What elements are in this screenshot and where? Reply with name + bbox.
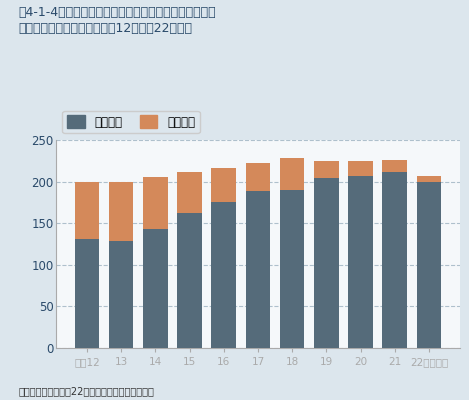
Bar <box>75 182 99 239</box>
Bar <box>348 176 373 348</box>
Bar <box>109 182 134 241</box>
Bar <box>212 202 236 348</box>
Bar <box>177 213 202 348</box>
Bar <box>75 239 99 348</box>
Text: 出典：環境省「平成22年度大気汚染状況報告書」: 出典：環境省「平成22年度大気汚染状況報告書」 <box>19 386 155 396</box>
Bar <box>109 241 134 348</box>
Legend: 達成局数, 有効局数: 達成局数, 有効局数 <box>62 111 200 133</box>
Bar <box>280 190 304 348</box>
Bar <box>280 158 304 190</box>
Bar <box>143 178 167 229</box>
Bar <box>143 229 167 348</box>
Bar <box>314 178 339 348</box>
Bar <box>246 191 270 348</box>
Bar <box>382 160 407 172</box>
Bar <box>246 163 270 191</box>
Text: 図4-1-4　対策地域における二酸化窒素の環境基準達成: 図4-1-4 対策地域における二酸化窒素の環境基準達成 <box>19 6 216 19</box>
Bar <box>314 161 339 178</box>
Bar <box>212 168 236 202</box>
Bar <box>382 172 407 348</box>
Bar <box>416 182 441 348</box>
Text: 状況の推移（自排局）（平成12年度〜22年度）: 状況の推移（自排局）（平成12年度〜22年度） <box>19 22 193 35</box>
Bar <box>416 176 441 182</box>
Bar <box>348 161 373 176</box>
Bar <box>177 172 202 213</box>
